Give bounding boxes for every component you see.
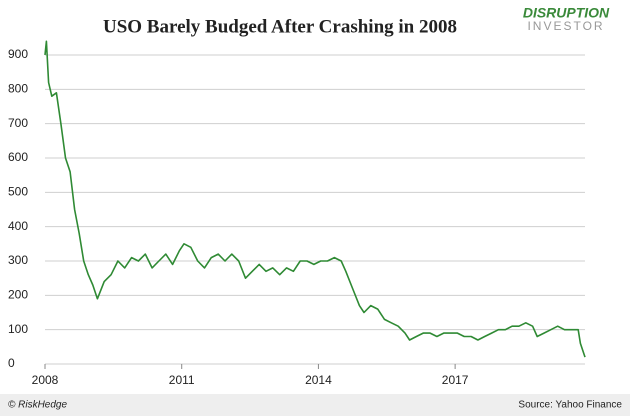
y-tick-label: 100: [8, 322, 28, 336]
credit: © RiskHedge: [8, 400, 67, 411]
y-tick-label: 800: [8, 82, 28, 96]
source: Source: Yahoo Finance: [518, 400, 622, 411]
logo-top: DISRUPTION: [523, 5, 610, 21]
y-tick-label: 500: [8, 185, 28, 199]
logo-bottom: INVESTOR: [527, 19, 604, 33]
chart-title: USO Barely Budged After Crashing in 2008: [103, 16, 457, 37]
x-tick-label: 2008: [32, 373, 59, 387]
price-line: [44, 40, 586, 358]
y-tick-label: 600: [8, 150, 28, 164]
y-tick-label: 700: [8, 116, 28, 130]
x-tick-label: 2014: [305, 373, 332, 387]
footer-band: [0, 394, 630, 416]
x-tick-label: 2017: [442, 373, 469, 387]
y-tick-label: 900: [8, 47, 28, 61]
y-tick-label: 300: [8, 253, 28, 267]
y-tick-label: 400: [8, 219, 28, 233]
y-tick-label: 0: [8, 356, 15, 370]
y-tick-label: 200: [8, 288, 28, 302]
x-tick-label: 2011: [169, 373, 195, 387]
